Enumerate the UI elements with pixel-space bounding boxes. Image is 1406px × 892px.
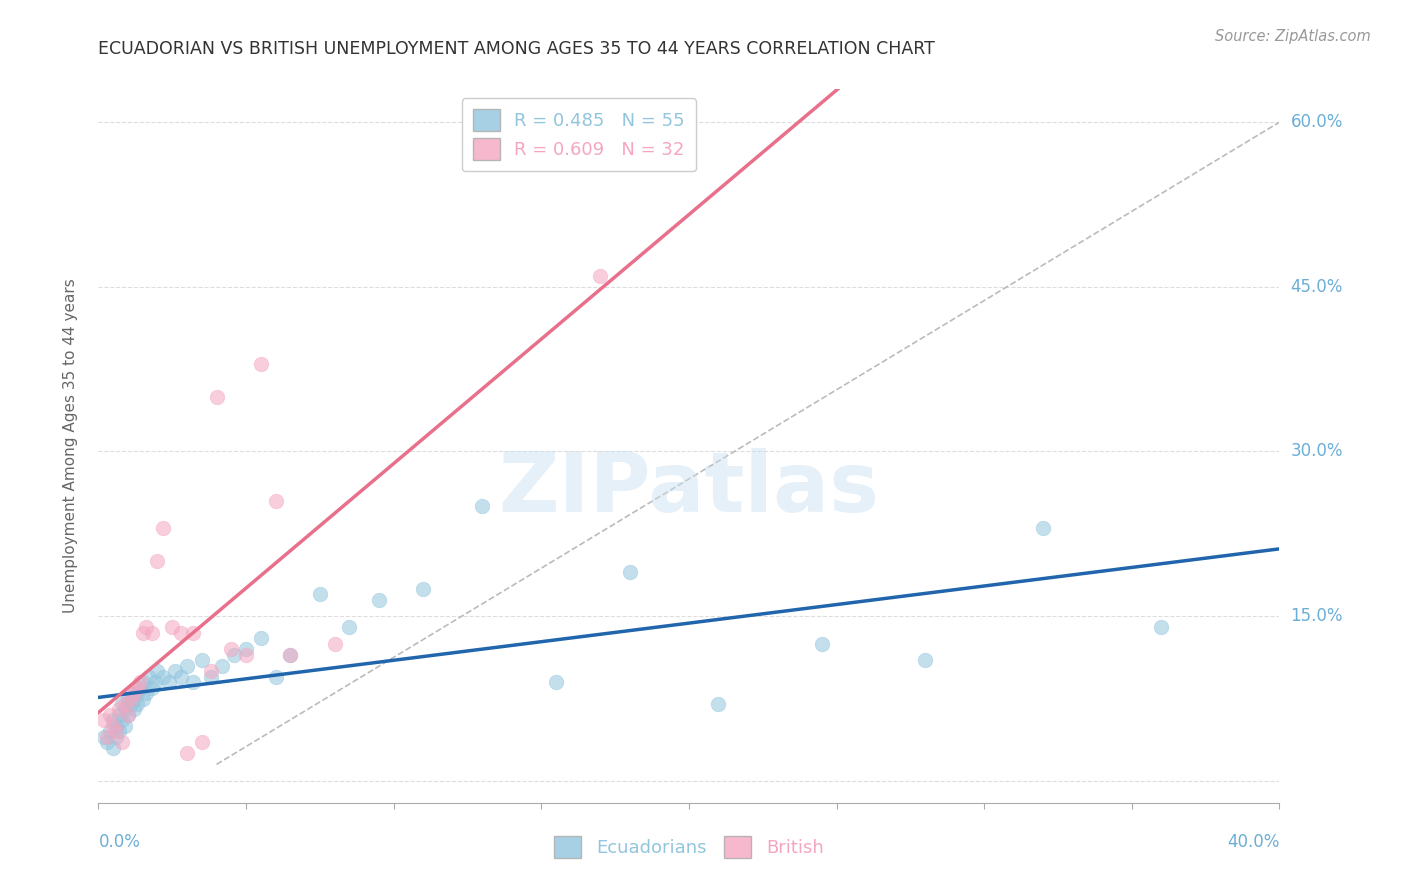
Point <box>108 708 131 723</box>
Point <box>368 592 391 607</box>
Point <box>250 357 273 371</box>
Point <box>219 642 242 657</box>
Point <box>122 702 145 716</box>
Point <box>114 719 136 733</box>
Point <box>278 648 302 662</box>
Point <box>264 494 287 508</box>
Point <box>105 724 128 739</box>
Point <box>117 708 139 723</box>
Point <box>191 735 214 749</box>
Point <box>125 686 148 700</box>
Point <box>146 664 169 678</box>
Text: 40.0%: 40.0% <box>1227 833 1279 851</box>
Point <box>157 675 180 690</box>
Point <box>181 675 204 690</box>
Point <box>111 714 134 728</box>
Point <box>128 675 150 690</box>
Point <box>132 691 155 706</box>
Point <box>103 714 125 728</box>
Point <box>114 697 136 711</box>
Point <box>146 554 169 568</box>
Text: ZIPatlas: ZIPatlas <box>499 449 879 529</box>
Point <box>141 625 163 640</box>
Point <box>619 566 641 580</box>
Point <box>120 686 142 700</box>
Point <box>250 631 273 645</box>
Point <box>323 637 346 651</box>
Point <box>176 747 198 761</box>
Point <box>128 681 150 695</box>
Point <box>264 669 287 683</box>
Point <box>105 719 128 733</box>
Point <box>337 620 360 634</box>
Text: ECUADORIAN VS BRITISH UNEMPLOYMENT AMONG AGES 35 TO 44 YEARS CORRELATION CHART: ECUADORIAN VS BRITISH UNEMPLOYMENT AMONG… <box>98 40 935 58</box>
Y-axis label: Unemployment Among Ages 35 to 44 years: Unemployment Among Ages 35 to 44 years <box>63 278 77 614</box>
Point <box>135 686 157 700</box>
Text: Source: ZipAtlas.com: Source: ZipAtlas.com <box>1215 29 1371 44</box>
Point <box>141 681 163 695</box>
Point <box>1032 521 1054 535</box>
Point <box>200 664 222 678</box>
Point <box>170 625 193 640</box>
Point <box>412 582 434 596</box>
Point <box>152 521 174 535</box>
Text: 60.0%: 60.0% <box>1291 113 1343 131</box>
Point <box>93 714 115 728</box>
Point <box>707 697 730 711</box>
Point <box>170 669 193 683</box>
Point <box>143 675 166 690</box>
Point <box>152 669 174 683</box>
Point <box>544 675 567 690</box>
Point <box>135 620 157 634</box>
Text: 30.0%: 30.0% <box>1291 442 1343 460</box>
Point <box>120 697 142 711</box>
Point <box>125 681 148 695</box>
Point <box>235 642 257 657</box>
Point <box>98 708 121 723</box>
Point <box>162 620 183 634</box>
Point <box>914 653 936 667</box>
Point <box>111 697 134 711</box>
Text: 15.0%: 15.0% <box>1291 607 1343 625</box>
Point <box>111 735 134 749</box>
Point <box>122 686 145 700</box>
Point <box>132 625 155 640</box>
Point <box>211 658 233 673</box>
Point <box>108 702 131 716</box>
Point <box>191 653 214 667</box>
Point <box>224 648 246 662</box>
Point <box>125 697 148 711</box>
Point <box>138 669 160 683</box>
Point <box>105 730 128 744</box>
Point <box>810 637 832 651</box>
Point <box>132 675 155 690</box>
Text: 0.0%: 0.0% <box>98 833 141 851</box>
Point <box>96 730 118 744</box>
Point <box>589 268 612 283</box>
Point <box>117 691 139 706</box>
Point <box>278 648 302 662</box>
Legend: Ecuadorians, British: Ecuadorians, British <box>547 829 831 865</box>
Point <box>122 691 145 706</box>
Point <box>165 664 187 678</box>
Point <box>96 735 118 749</box>
Point <box>181 625 204 640</box>
Point <box>1150 620 1173 634</box>
Point <box>103 740 125 755</box>
Point <box>98 724 121 739</box>
Point <box>120 691 142 706</box>
Point <box>205 390 228 404</box>
Point <box>309 587 332 601</box>
Point <box>108 724 131 739</box>
Point <box>471 500 494 514</box>
Point <box>235 648 257 662</box>
Point <box>200 669 222 683</box>
Point <box>103 719 125 733</box>
Point <box>93 730 115 744</box>
Point <box>176 658 198 673</box>
Text: 45.0%: 45.0% <box>1291 277 1343 296</box>
Point <box>114 702 136 716</box>
Point <box>117 708 139 723</box>
